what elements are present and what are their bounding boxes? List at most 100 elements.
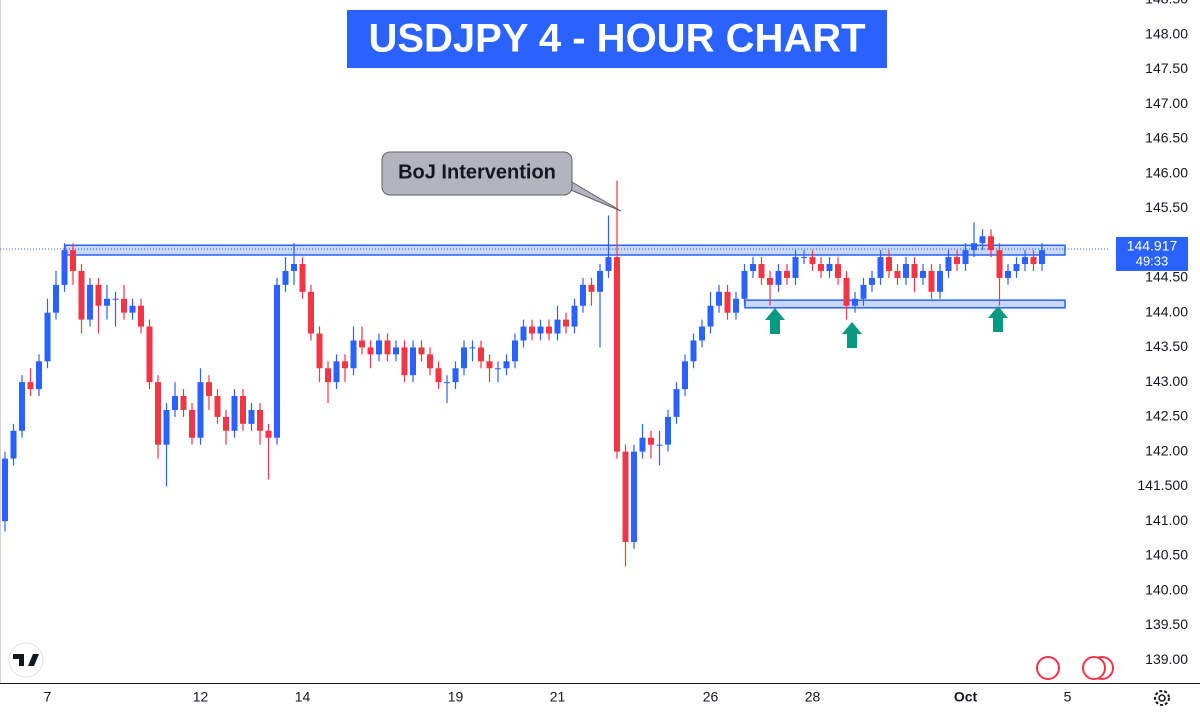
candle-body	[979, 236, 986, 244]
candle-body	[631, 451, 637, 542]
y-tick-label: 143.00	[1145, 373, 1188, 389]
candle-body	[282, 270, 289, 285]
candle-body	[996, 250, 1003, 278]
price-label-box	[1116, 236, 1188, 271]
candle-body	[78, 270, 85, 320]
candle-body	[1013, 264, 1020, 271]
y-tick-label: 146.00	[1145, 164, 1188, 180]
candle-body	[707, 305, 714, 327]
candle-body	[665, 416, 671, 445]
candle-body	[172, 396, 178, 410]
candle-body	[835, 264, 841, 278]
candle-body	[486, 361, 493, 369]
x-tick-label: 7	[44, 689, 52, 705]
y-tick-label: 146.50	[1145, 130, 1188, 146]
y-tick-label: 147.50	[1145, 60, 1188, 76]
candle-body	[1039, 250, 1045, 265]
candle-body	[206, 382, 212, 397]
candle-body	[614, 257, 620, 452]
candle-body	[818, 264, 824, 271]
y-tick-label: 144.00	[1145, 303, 1188, 319]
candle-body	[444, 382, 450, 384]
candle-body	[248, 409, 255, 424]
candle-body	[274, 284, 280, 438]
countdown-label: 49:33	[1136, 253, 1169, 268]
candle-body	[27, 382, 34, 390]
candle-body	[163, 409, 170, 445]
flag-icon	[1082, 656, 1106, 680]
candle-body	[962, 250, 969, 265]
candle-body	[223, 416, 229, 431]
zone	[744, 299, 1066, 309]
y-tick-label: 142.50	[1145, 408, 1188, 424]
candle-body	[146, 326, 153, 383]
candle-body	[1022, 257, 1028, 265]
candle-body	[495, 368, 501, 370]
arrow	[765, 308, 785, 334]
gear[interactable]	[1154, 690, 1170, 706]
candle-body	[529, 326, 535, 334]
candle-body	[342, 361, 348, 369]
candle-body	[860, 284, 867, 299]
y-tick-label: 140.50	[1145, 547, 1188, 563]
tradingview-logo	[8, 642, 44, 678]
candle-body	[886, 257, 892, 271]
candle-body	[843, 277, 850, 306]
x-tick-label: 5	[1064, 689, 1072, 705]
candle-body	[180, 396, 187, 410]
candle-body	[240, 396, 246, 424]
candle-body	[588, 284, 595, 292]
candle-body	[291, 264, 297, 271]
gear-center[interactable]	[1158, 694, 1166, 702]
candle-body	[537, 326, 544, 334]
candle-body	[784, 270, 790, 278]
candle-body	[155, 382, 161, 445]
candle-body	[792, 257, 799, 278]
candle-body	[376, 340, 382, 355]
candle-body	[852, 298, 858, 306]
candle-body	[877, 257, 884, 278]
candle-body	[87, 284, 93, 320]
y-tick-label: 145.50	[1145, 199, 1188, 215]
candle-body	[928, 270, 935, 292]
candle-body	[70, 250, 76, 271]
x-tick-label: 19	[448, 689, 464, 705]
candle-body	[716, 291, 722, 306]
logo-mark	[13, 654, 39, 666]
y-tick-label: 139.00	[1145, 651, 1188, 667]
candle-body	[988, 236, 994, 251]
x-tick-label: 28	[805, 689, 821, 705]
x-tick-label: 21	[550, 689, 566, 705]
candle-body	[971, 243, 977, 251]
candle-body	[350, 340, 357, 369]
candle-body	[214, 396, 221, 417]
candle-body	[265, 430, 272, 438]
candle-body	[520, 326, 527, 341]
settings-icon[interactable]	[1154, 690, 1170, 706]
candle-body	[384, 340, 391, 355]
candle-body	[19, 382, 25, 431]
y-tick-label: 143.50	[1145, 338, 1188, 354]
candle-body	[954, 257, 960, 265]
y-tick-label: 142.00	[1145, 442, 1188, 458]
y-tick-label: 139.50	[1145, 616, 1188, 632]
candle-body	[53, 284, 59, 313]
candle-body	[410, 347, 416, 376]
candle-body	[724, 291, 731, 313]
y-tick-label: 147.00	[1145, 95, 1188, 111]
candle-body	[316, 333, 323, 369]
candle-body	[648, 437, 654, 445]
candle-body	[801, 257, 807, 259]
candle-body	[903, 264, 909, 278]
candle-body	[945, 257, 952, 271]
candle-body	[1030, 257, 1037, 265]
candle-body	[690, 340, 697, 362]
candle-body	[546, 326, 552, 334]
candle-body	[401, 347, 408, 376]
candle-body	[512, 340, 518, 362]
annotation: BoJ Intervention	[398, 161, 556, 183]
candle-body	[359, 340, 365, 348]
candle-body	[112, 298, 119, 300]
candle-body	[869, 277, 875, 285]
candle-body	[767, 277, 773, 285]
